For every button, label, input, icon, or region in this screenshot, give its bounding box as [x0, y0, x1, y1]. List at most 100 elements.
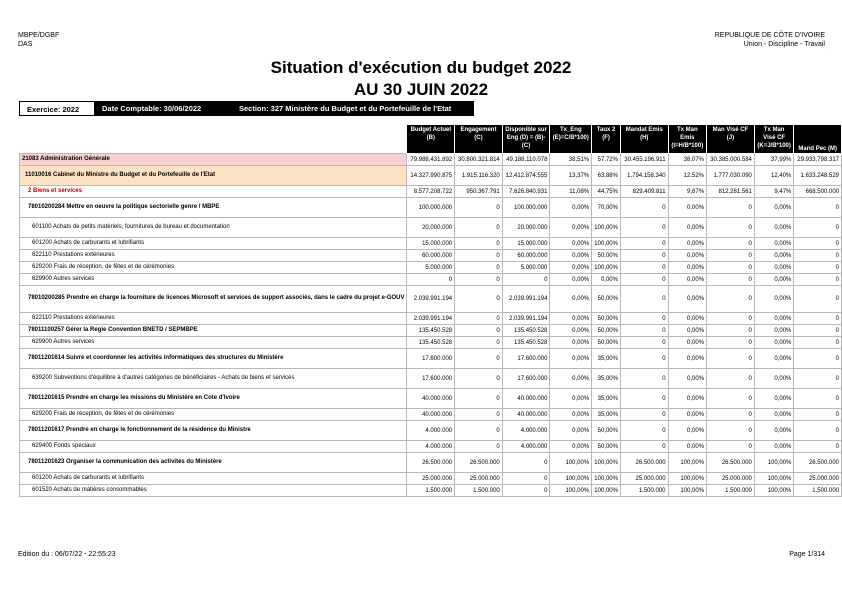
row-value: 0 — [706, 324, 755, 337]
col-header-engagement: Engagement (C) — [454, 124, 503, 154]
row-value: 4.000.000 — [501, 440, 551, 453]
row-value: 668.500.000 — [793, 185, 842, 198]
row-value: 0 — [706, 217, 755, 238]
row-value: 0 — [793, 285, 842, 313]
row-label: 78011201615 Prendre en charge les missio… — [18, 388, 408, 409]
row-value: 0,00% — [753, 324, 795, 337]
row-value: 0,00% — [753, 273, 795, 286]
page-number: Page 1/314 — [789, 551, 825, 558]
row-value: 60.000.000 — [501, 249, 551, 262]
row-value: 0 — [706, 285, 755, 313]
edition-date: Edition du : 06/07/22 - 22:55:23 — [18, 551, 116, 558]
row-value: 0 — [454, 408, 503, 421]
row-value: 70,00% — [591, 197, 621, 218]
row-value: 0 — [793, 420, 842, 441]
row-value: 15.000.000 — [501, 237, 551, 250]
row-label: 78011201614 Suivre et coordonner les act… — [18, 348, 408, 369]
row-value: 0 — [706, 197, 755, 218]
row-value: 0,00% — [667, 197, 708, 218]
row-value: 0,00% — [753, 197, 795, 218]
row-label: 78011201623 Organiser la communication d… — [18, 452, 408, 473]
row-value: 30.800.321.814 — [454, 153, 503, 166]
budget-table: Budget Actuel (B) Engagement (C) Disponi… — [18, 124, 842, 497]
row-value: 0,00% — [667, 261, 708, 274]
row-value: 100.000.000 — [406, 197, 456, 218]
row-value: 100,00% — [591, 472, 621, 485]
row-value: 135.450.528 — [501, 336, 551, 349]
row-value: 26.500.000 — [619, 452, 669, 473]
row-value: 0,00% — [667, 440, 708, 453]
row-value: 8.577.208.722 — [406, 185, 456, 198]
header-right: REPUBLIQUE DE CÔTE D'IVOIRE Union - Disc… — [715, 31, 825, 49]
row-value: 0,00% — [753, 249, 795, 262]
row-value: 100,00% — [549, 484, 593, 497]
row-value: 7.626.840.931 — [501, 185, 551, 198]
row-value: 135.450.528 — [501, 324, 551, 337]
table-row: 601200 Achats de carburants et lubrifian… — [18, 472, 842, 485]
row-value: 0 — [706, 336, 755, 349]
row-value: 35,00% — [591, 348, 621, 369]
table-row: 601520 Achats de matières consommables 1.… — [18, 484, 842, 497]
row-value: 40.000.000 — [501, 408, 551, 421]
col-header-man-vise: Man Visé CF (J) — [706, 124, 755, 154]
col-header-mand-pec: Mand Pec (M) — [793, 124, 842, 154]
row-value: 25.000.000 — [793, 472, 842, 485]
row-value: 38,51% — [549, 153, 593, 166]
row-value: 0,00% — [753, 420, 795, 441]
row-value: 2.039.991.194 — [501, 285, 551, 313]
row-value: 0,00% — [753, 408, 795, 421]
row-value: 4.000.000 — [406, 420, 456, 441]
row-value: 0,00% — [753, 368, 795, 389]
row-value: 2.039.991.194 — [501, 312, 551, 325]
row-value: 0,00% — [667, 217, 708, 238]
col-header-taux2: Taux 2 (F) — [591, 124, 621, 154]
row-value: 0 — [454, 420, 503, 441]
row-value: 60.000.000 — [406, 249, 456, 262]
row-value: 0,00% — [753, 440, 795, 453]
row-label: 601520 Achats de matières consommables — [18, 484, 408, 497]
row-value: 100.000.000 — [501, 197, 551, 218]
row-value: 0 — [706, 420, 755, 441]
row-value: 0 — [706, 388, 755, 409]
row-value: 0 — [501, 273, 551, 286]
row-value: 40.000.000 — [501, 388, 551, 409]
row-label: 11010016 Cabinet du Ministre du Budget e… — [18, 165, 408, 186]
row-value: 13,37% — [549, 165, 593, 186]
row-value: 5.000.000 — [406, 261, 456, 274]
row-value: 0 — [793, 217, 842, 238]
row-value: 0 — [793, 312, 842, 325]
row-value: 0,00% — [753, 217, 795, 238]
row-value: 0,00% — [667, 249, 708, 262]
row-value: 17.600.000 — [501, 368, 551, 389]
row-value: 11,08% — [549, 185, 593, 198]
row-value: 0 — [454, 324, 503, 337]
row-value: 44,75% — [591, 185, 621, 198]
row-value: 1.500.000 — [619, 484, 669, 497]
report-title-line2: AU 30 JUIN 2022 — [353, 80, 489, 99]
row-value: 0 — [793, 368, 842, 389]
row-value: 0 — [406, 273, 456, 286]
row-value: 0,00% — [549, 388, 593, 409]
row-value: 50,00% — [591, 440, 621, 453]
row-value: 100,00% — [591, 237, 621, 250]
row-value: 0,00% — [549, 273, 593, 286]
row-value: 0,00% — [549, 197, 593, 218]
row-value: 0 — [454, 312, 503, 325]
row-value: 0 — [619, 440, 669, 453]
row-value: 17.600.000 — [501, 348, 551, 369]
row-value: 0 — [793, 273, 842, 286]
row-value: 0 — [454, 261, 503, 274]
row-value: 50,00% — [591, 249, 621, 262]
row-value: 0,00% — [667, 336, 708, 349]
row-value: 1.500.000 — [706, 484, 755, 497]
row-value: 0,00% — [549, 368, 593, 389]
row-value: 1.500.000 — [454, 484, 503, 497]
row-value: 25.000.000 — [706, 472, 755, 485]
row-label: 629900 Autres services — [18, 336, 408, 349]
row-value: 100,00% — [549, 452, 593, 473]
row-value: 0,00% — [549, 217, 593, 238]
row-value: 0,00% — [667, 237, 708, 250]
row-value: 0 — [454, 388, 503, 409]
row-value: 829.409.811 — [619, 185, 669, 198]
report-title: Situation d'exécution du budget 2022 AU … — [0, 57, 842, 101]
